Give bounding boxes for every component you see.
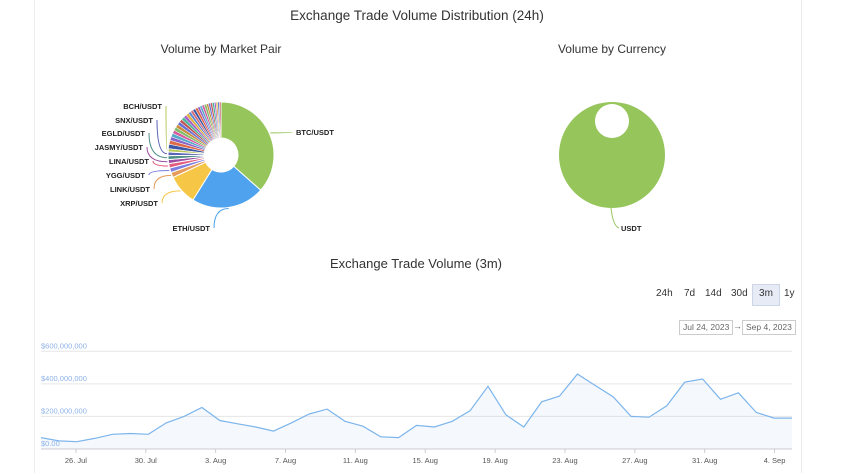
x-tick-label: 3. Aug <box>205 456 226 465</box>
range-button-24h[interactable]: 24h <box>656 288 673 299</box>
connector-eth-usdt <box>213 207 229 229</box>
connector-egld-usdt <box>148 132 168 159</box>
range-button-30d[interactable]: 30d <box>731 288 748 299</box>
pair-chart-title: Volume by Market Pair <box>160 42 282 56</box>
pie-slice-other-37 <box>219 101 222 139</box>
range-button-1y[interactable]: 1y <box>784 288 795 299</box>
range-from-input[interactable]: Jul 24, 2023 <box>679 320 734 335</box>
x-tick-label: 11. Aug <box>343 456 368 465</box>
connector-xrp-usdt <box>161 190 181 204</box>
connector-snx-usdt <box>156 119 168 155</box>
x-tick-label: 19. Aug <box>482 456 507 465</box>
volume-area-chart: $0.00 $200,000,000 $400,000,000 $600,000,00… <box>40 341 792 465</box>
volume-line <box>40 373 792 443</box>
volume-area <box>41 374 792 449</box>
data-label-egld-usdt: EGLD/USDT <box>102 129 146 138</box>
x-tick-label: 23. Aug <box>552 456 577 465</box>
connector-jasmy-usdt <box>146 146 168 163</box>
range-button-14d[interactable]: 14d <box>705 288 722 299</box>
connector-btc-usdt <box>270 131 293 134</box>
y-tick-label: $200,000,000 <box>41 406 87 415</box>
x-tick-label: 30. Jul <box>135 456 157 465</box>
market-pair-pie-chart: BTC/USDT ETH/USDT XRP/USDT LINK/USDT YGG/USD… <box>95 101 334 233</box>
page-title: Exchange Trade Volume Distribution (24h) <box>290 8 544 23</box>
connector-lina-usdt <box>152 160 169 167</box>
x-tick-label: 27. Aug <box>622 456 647 465</box>
data-label-ygg-usdt: YGG/USDT <box>106 171 146 180</box>
connector-usdt <box>610 207 620 229</box>
x-tick-label: 4. Sep <box>764 456 786 465</box>
pie-slice-eth-usdt <box>192 165 262 209</box>
pie-slice-btc-usdt <box>220 101 275 191</box>
x-tick-label: 7. Aug <box>275 456 296 465</box>
volume-chart-title: Exchange Trade Volume (3m) <box>330 256 502 271</box>
y-tick-label: $400,000,000 <box>41 374 87 383</box>
range-button-3m[interactable]: 3m <box>752 284 780 306</box>
connector-link-usdt <box>153 174 172 190</box>
x-tick-label: 26. Jul <box>65 456 87 465</box>
y-tick-label: $0.00 <box>41 439 60 448</box>
connector-ygg-usdt <box>148 170 170 176</box>
range-to-input[interactable]: Sep 4, 2023 <box>742 320 796 335</box>
data-label-snx-usdt: SNX/USDT <box>115 116 153 125</box>
x-tick-label: 15. Aug <box>413 456 438 465</box>
y-tick-label: $600,000,000 <box>41 341 87 350</box>
data-label-btc-usdt: BTC/USDT <box>296 128 334 137</box>
currency-pie-chart: USDT <box>558 102 665 233</box>
currency-chart-title: Volume by Currency <box>557 42 667 56</box>
x-tick-label: 31. Aug <box>692 456 717 465</box>
pie-slice-usdt <box>558 102 665 208</box>
range-arrow: → <box>733 321 742 331</box>
connector-bch-usdt <box>165 105 168 151</box>
data-label-jasmy-usdt: JASMY/USDT <box>95 143 144 152</box>
data-label-usdt: USDT <box>621 224 642 233</box>
data-label-link-usdt: LINK/USDT <box>110 185 150 194</box>
range-button-7d[interactable]: 7d <box>684 288 696 299</box>
data-label-lina-usdt: LINA/USDT <box>109 157 149 166</box>
data-label-xrp-usdt: XRP/USDT <box>120 199 158 208</box>
data-label-eth-usdt: ETH/USDT <box>173 224 211 233</box>
dashboard-panel <box>34 0 802 473</box>
data-label-bch-usdt: BCH/USDT <box>123 102 162 111</box>
